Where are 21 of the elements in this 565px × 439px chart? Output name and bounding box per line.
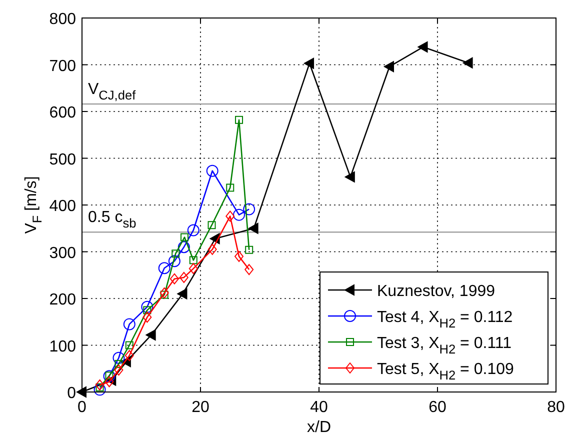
ref-line-label: V$_{CJ,def}$ — [88, 81, 136, 103]
x-tick-label: 20 — [192, 399, 210, 416]
legend-label: Test 3, X$_{H2}$ = 0.111 — [377, 335, 512, 357]
y-tick-label: 700 — [49, 58, 76, 75]
y-tick-label: 300 — [49, 244, 76, 262]
legend-label: Test 5, X$_{H2}$ = 0.109 — [377, 361, 514, 383]
y-tick-label: 100 — [49, 338, 76, 356]
y-tick-label: 800 — [49, 11, 76, 28]
x-tick-label: 80 — [547, 399, 565, 416]
y-tick-label: 200 — [49, 292, 76, 308]
y-tick-label: 0 — [67, 385, 76, 402]
legend-label: Kuznestov, 1999 — [377, 283, 496, 300]
x-tick-label: 60 — [428, 399, 446, 416]
legend-label: Test 4, X$_{H2}$ = 0.112 — [377, 309, 513, 331]
y-tick-label: 500 — [49, 151, 76, 168]
y-tick-label: 600 — [49, 104, 76, 122]
x-axis-title: x/D — [307, 419, 331, 436]
x-tick-label: 40 — [310, 399, 328, 416]
ref-line-label: 0.5 c$_{sb}$ — [88, 209, 136, 231]
y-tick-label: 400 — [49, 198, 76, 215]
x-tick-label: 0 — [78, 399, 87, 416]
